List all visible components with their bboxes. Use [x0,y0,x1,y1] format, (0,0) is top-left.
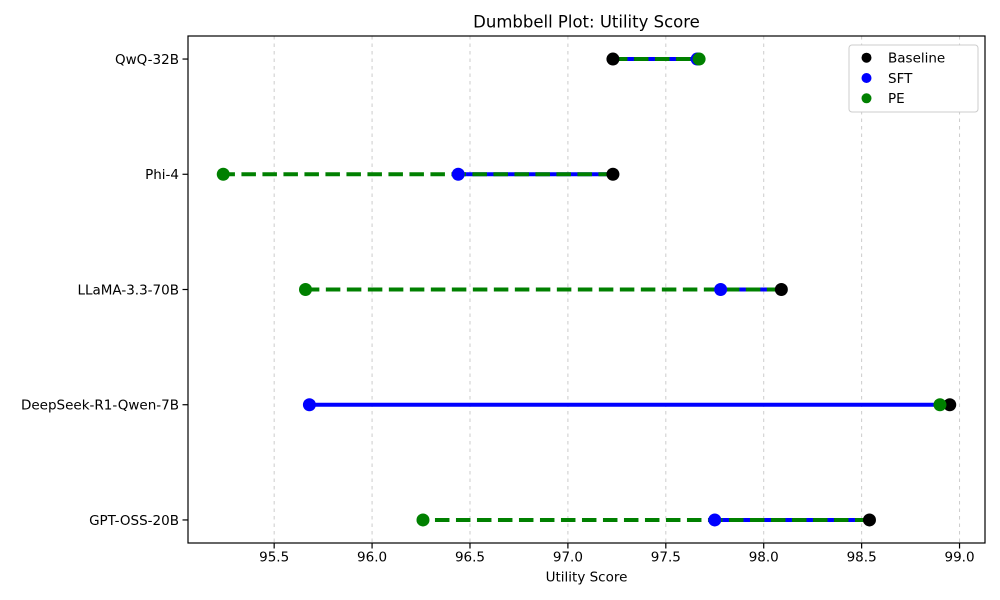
marker-sft [714,283,728,296]
y-tick-label: Phi-4 [145,167,179,183]
legend-box [848,44,979,113]
marker-baseline [606,167,620,181]
data-layer [216,52,957,527]
x-tick-label: 95.5 [259,550,289,566]
x-tick-label: 99.0 [945,550,975,566]
dumbbell-row-deepseek-r1-qwen-7b [302,398,957,412]
y-tick-label: GPT-OSS-20B [89,513,179,529]
legend-marker-baseline [861,52,872,63]
marker-baseline [943,398,957,412]
marker-pe [298,283,312,296]
legend: Baseline SFT PE [848,44,979,113]
x-tick-label: 97.5 [651,550,681,566]
x-axis-label: Utility Score [546,570,628,586]
marker-baseline [774,283,788,296]
grid-layer [273,36,961,543]
marker-pe [416,513,430,527]
chart-title: Dumbbell Plot: Utility Score [473,13,700,32]
x-tick-label: 97.0 [553,550,583,566]
marker-baseline [606,52,620,66]
legend-label-pe: PE [888,91,905,107]
marker-sft [708,513,722,527]
x-tick-label: 96.0 [357,550,387,566]
x-tick-label: 98.5 [847,550,877,566]
y-tick-label: DeepSeek-R1-Qwen-7B [21,398,179,414]
legend-marker-sft [861,73,872,83]
dumbbell-row-llama-3-3-70b [298,283,788,296]
y-tick-label: LLaMA-3.3-70B [77,282,179,298]
legend-label-sft: SFT [888,71,913,87]
marker-pe [933,398,947,412]
tick-layer: 95.5 96.0 96.5 97.0 97.5 98.0 98.5 99.0 GPT-OSS-… [21,52,975,566]
x-tick-label: 98.0 [749,550,779,566]
marker-baseline [862,513,876,527]
marker-sft [451,167,465,181]
marker-pe [216,167,230,181]
legend-label-baseline: Baseline [888,51,945,67]
y-tick-label: QwQ-32B [115,52,179,68]
x-tick-label: 96.5 [455,550,485,566]
legend-marker-pe [861,93,872,104]
dumbbell-row-qwq-32b [606,52,706,66]
marker-sft [302,398,316,412]
dumbbell-row-phi-4 [216,167,620,181]
marker-pe [692,52,706,66]
dumbbell-row-gpt-oss-20b [416,513,876,527]
